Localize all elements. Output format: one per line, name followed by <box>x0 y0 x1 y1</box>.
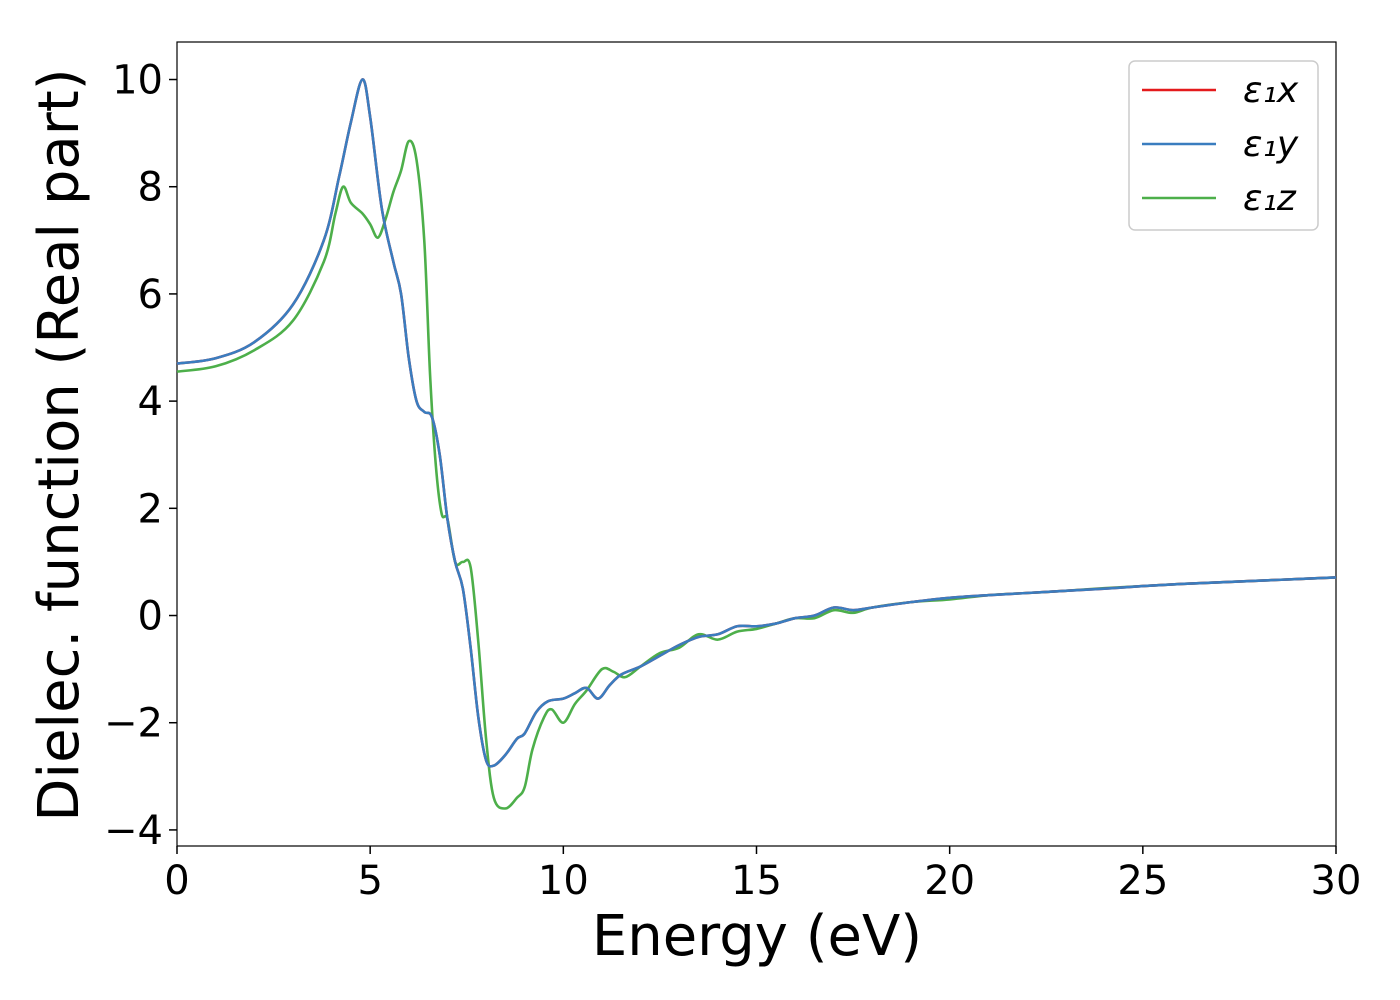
x-tick-label: 0 <box>164 858 189 904</box>
x-tick-label: 10 <box>538 858 589 904</box>
y-axis-ticks: −4 −2 0 2 4 6 8 10 <box>104 58 177 854</box>
y-tick-label: 6 <box>138 272 163 318</box>
legend-items: ε₁x ε₁y ε₁z <box>1142 70 1299 219</box>
legend-label-2: ε₁y <box>1243 124 1299 165</box>
x-tick-label: 15 <box>731 858 782 904</box>
x-tick-label: 30 <box>1311 858 1362 904</box>
y-tick-label: 2 <box>138 486 163 532</box>
y-tick-label: −2 <box>104 701 163 747</box>
series-group <box>176 78 1337 810</box>
x-axis-label: Energy (eV) <box>592 904 922 969</box>
y-tick-label: −4 <box>104 808 163 854</box>
x-tick-label: 25 <box>1117 858 1168 904</box>
y-axis-label: Dielec. function (Real part) <box>27 68 92 821</box>
legend-label-3: ε₁z <box>1243 178 1297 219</box>
legend-label-1: ε₁x <box>1243 70 1299 111</box>
x-tick-label: 5 <box>357 858 382 904</box>
y-tick-label: 0 <box>138 594 163 640</box>
series-line-2 <box>176 78 1337 768</box>
y-tick-label: 8 <box>138 165 163 211</box>
x-tick-label: 20 <box>924 858 975 904</box>
y-tick-label: 4 <box>138 379 163 425</box>
x-axis-ticks: 0 5 10 15 20 25 30 <box>164 846 1361 904</box>
y-tick-label: 10 <box>112 58 163 104</box>
legend: ε₁x ε₁y ε₁z <box>1128 60 1319 231</box>
legend-box <box>1128 60 1319 231</box>
